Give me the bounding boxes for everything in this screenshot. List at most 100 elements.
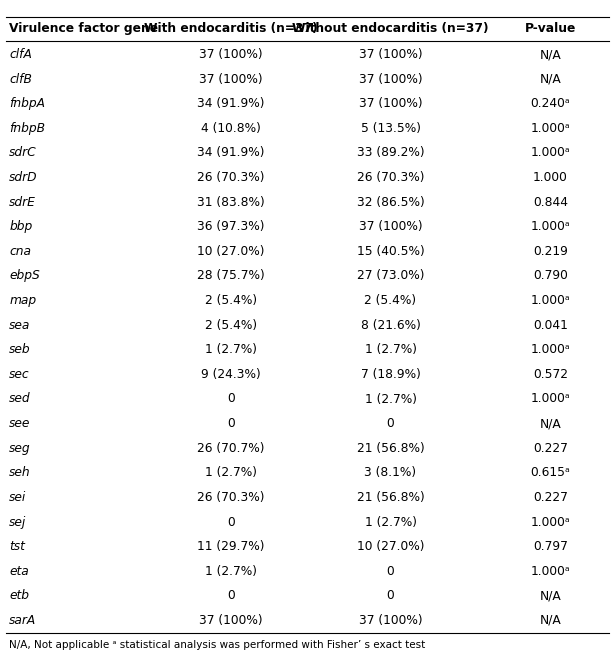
Text: 33 (89.2%): 33 (89.2%) bbox=[357, 146, 424, 160]
Text: 2 (5.4%): 2 (5.4%) bbox=[205, 294, 256, 307]
Text: 26 (70.3%): 26 (70.3%) bbox=[197, 491, 264, 504]
Text: 1 (2.7%): 1 (2.7%) bbox=[205, 466, 256, 479]
Text: 36 (97.3%): 36 (97.3%) bbox=[197, 220, 264, 233]
Text: 31 (83.8%): 31 (83.8%) bbox=[197, 196, 264, 209]
Text: sec: sec bbox=[9, 368, 30, 381]
Text: 0.790: 0.790 bbox=[533, 269, 568, 283]
Text: N/A: N/A bbox=[539, 48, 561, 61]
Text: N/A: N/A bbox=[539, 417, 561, 430]
Text: 27 (73.0%): 27 (73.0%) bbox=[357, 269, 424, 283]
Text: fnbpA: fnbpA bbox=[9, 97, 46, 110]
Text: bbp: bbp bbox=[9, 220, 33, 233]
Text: 2 (5.4%): 2 (5.4%) bbox=[205, 319, 256, 332]
Text: sdrD: sdrD bbox=[9, 171, 38, 184]
Text: 0: 0 bbox=[387, 589, 394, 602]
Text: seg: seg bbox=[9, 442, 31, 455]
Text: 37 (100%): 37 (100%) bbox=[199, 614, 263, 627]
Text: sej: sej bbox=[9, 515, 26, 529]
Text: ebpS: ebpS bbox=[9, 269, 40, 283]
Text: Virulence factor gene: Virulence factor gene bbox=[9, 22, 158, 35]
Text: 0.797: 0.797 bbox=[533, 540, 568, 553]
Text: 0.227: 0.227 bbox=[533, 491, 568, 504]
Text: 1.000ᵃ: 1.000ᵃ bbox=[531, 392, 570, 406]
Text: 37 (100%): 37 (100%) bbox=[359, 97, 423, 110]
Text: 0: 0 bbox=[227, 589, 234, 602]
Text: 1 (2.7%): 1 (2.7%) bbox=[365, 392, 416, 406]
Text: 0.041: 0.041 bbox=[533, 319, 568, 332]
Text: 1.000ᵃ: 1.000ᵃ bbox=[531, 343, 570, 356]
Text: 10 (27.0%): 10 (27.0%) bbox=[197, 245, 264, 258]
Text: 3 (8.1%): 3 (8.1%) bbox=[365, 466, 416, 479]
Text: 1 (2.7%): 1 (2.7%) bbox=[205, 343, 256, 356]
Text: 21 (56.8%): 21 (56.8%) bbox=[357, 491, 424, 504]
Text: clfA: clfA bbox=[9, 48, 32, 61]
Text: 37 (100%): 37 (100%) bbox=[359, 72, 423, 86]
Text: 34 (91.9%): 34 (91.9%) bbox=[197, 146, 264, 160]
Text: With endocarditis (n=37): With endocarditis (n=37) bbox=[144, 22, 317, 35]
Text: sdrE: sdrE bbox=[9, 196, 36, 209]
Text: 0.227: 0.227 bbox=[533, 442, 568, 455]
Text: 1.000ᵃ: 1.000ᵃ bbox=[531, 515, 570, 529]
Text: sed: sed bbox=[9, 392, 31, 406]
Text: 0: 0 bbox=[387, 565, 394, 578]
Text: 0: 0 bbox=[227, 417, 234, 430]
Text: see: see bbox=[9, 417, 31, 430]
Text: 26 (70.7%): 26 (70.7%) bbox=[197, 442, 264, 455]
Text: 0.844: 0.844 bbox=[533, 196, 568, 209]
Text: N/A: N/A bbox=[539, 589, 561, 602]
Text: sdrC: sdrC bbox=[9, 146, 37, 160]
Text: 37 (100%): 37 (100%) bbox=[359, 48, 423, 61]
Text: 28 (75.7%): 28 (75.7%) bbox=[197, 269, 264, 283]
Text: 1 (2.7%): 1 (2.7%) bbox=[365, 343, 416, 356]
Text: 1.000ᵃ: 1.000ᵃ bbox=[531, 565, 570, 578]
Text: 1.000: 1.000 bbox=[533, 171, 568, 184]
Text: fnbpB: fnbpB bbox=[9, 122, 46, 135]
Text: 21 (56.8%): 21 (56.8%) bbox=[357, 442, 424, 455]
Text: cna: cna bbox=[9, 245, 31, 258]
Text: sea: sea bbox=[9, 319, 31, 332]
Text: 1.000ᵃ: 1.000ᵃ bbox=[531, 294, 570, 307]
Text: 26 (70.3%): 26 (70.3%) bbox=[357, 171, 424, 184]
Text: 37 (100%): 37 (100%) bbox=[199, 48, 263, 61]
Text: 10 (27.0%): 10 (27.0%) bbox=[357, 540, 424, 553]
Text: 1.000ᵃ: 1.000ᵃ bbox=[531, 122, 570, 135]
Text: eta: eta bbox=[9, 565, 29, 578]
Text: 1 (2.7%): 1 (2.7%) bbox=[365, 515, 416, 529]
Text: etb: etb bbox=[9, 589, 30, 602]
Text: 15 (40.5%): 15 (40.5%) bbox=[357, 245, 424, 258]
Text: 4 (10.8%): 4 (10.8%) bbox=[200, 122, 261, 135]
Text: 37 (100%): 37 (100%) bbox=[199, 72, 263, 86]
Text: map: map bbox=[9, 294, 36, 307]
Text: P-value: P-value bbox=[525, 22, 576, 35]
Text: Without endocarditis (n=37): Without endocarditis (n=37) bbox=[292, 22, 489, 35]
Text: seb: seb bbox=[9, 343, 31, 356]
Text: 8 (21.6%): 8 (21.6%) bbox=[360, 319, 421, 332]
Text: 0.572: 0.572 bbox=[533, 368, 568, 381]
Text: 26 (70.3%): 26 (70.3%) bbox=[197, 171, 264, 184]
Text: 7 (18.9%): 7 (18.9%) bbox=[360, 368, 421, 381]
Text: seh: seh bbox=[9, 466, 31, 479]
Text: N/A: N/A bbox=[539, 614, 561, 627]
Text: sarA: sarA bbox=[9, 614, 36, 627]
Text: clfB: clfB bbox=[9, 72, 32, 86]
Text: N/A, Not applicable ᵃ statistical analysis was performed with Fisher’ s exact te: N/A, Not applicable ᵃ statistical analys… bbox=[9, 640, 426, 650]
Text: 37 (100%): 37 (100%) bbox=[359, 220, 423, 233]
Text: 2 (5.4%): 2 (5.4%) bbox=[365, 294, 416, 307]
Text: 0.219: 0.219 bbox=[533, 245, 568, 258]
Text: 0: 0 bbox=[227, 392, 234, 406]
Text: 0: 0 bbox=[227, 515, 234, 529]
Text: 1 (2.7%): 1 (2.7%) bbox=[205, 565, 256, 578]
Text: 9 (24.3%): 9 (24.3%) bbox=[200, 368, 261, 381]
Text: 1.000ᵃ: 1.000ᵃ bbox=[531, 146, 570, 160]
Text: tst: tst bbox=[9, 540, 25, 553]
Text: 34 (91.9%): 34 (91.9%) bbox=[197, 97, 264, 110]
Text: N/A: N/A bbox=[539, 72, 561, 86]
Text: 37 (100%): 37 (100%) bbox=[359, 614, 423, 627]
Text: 0.240ᵃ: 0.240ᵃ bbox=[531, 97, 570, 110]
Text: 5 (13.5%): 5 (13.5%) bbox=[360, 122, 421, 135]
Text: 0.615ᵃ: 0.615ᵃ bbox=[531, 466, 570, 479]
Text: 32 (86.5%): 32 (86.5%) bbox=[357, 196, 424, 209]
Text: 0: 0 bbox=[387, 417, 394, 430]
Text: 1.000ᵃ: 1.000ᵃ bbox=[531, 220, 570, 233]
Text: sei: sei bbox=[9, 491, 26, 504]
